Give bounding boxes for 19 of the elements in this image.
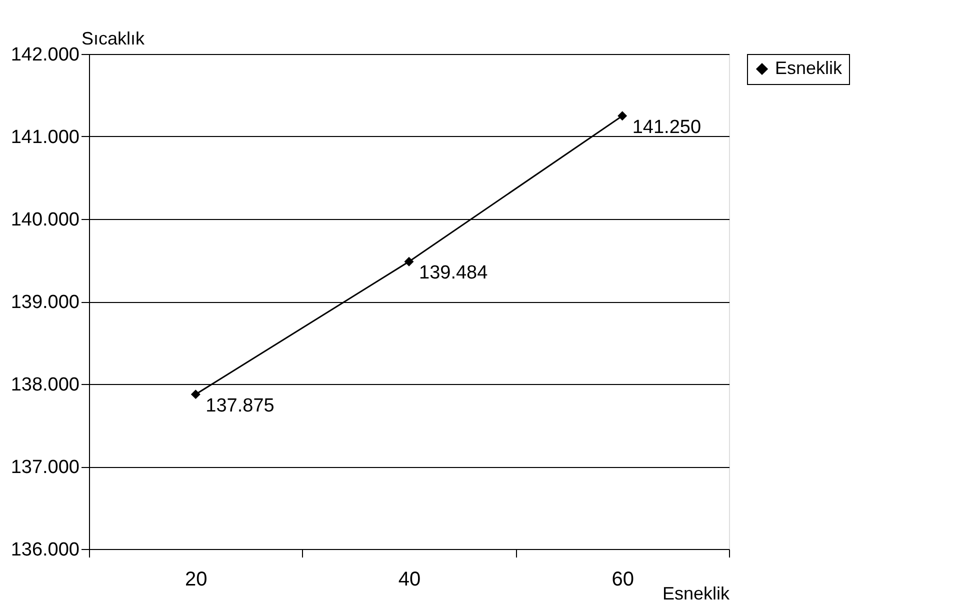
- point: [404, 256, 414, 266]
- data-label: 137.875: [206, 395, 274, 416]
- x-axis-title: Esneklik: [662, 584, 730, 602]
- y-tick-label: 142.000: [10, 44, 80, 66]
- x-tick-label: 20: [185, 568, 208, 590]
- data-label: 141.250: [632, 116, 702, 138]
- y-tick-label: 136.000: [10, 540, 80, 560]
- y-tick-label: 137.000: [10, 457, 80, 478]
- y-tick-label: 140.000: [10, 210, 80, 230]
- y-tick-label: 139.000: [10, 292, 80, 313]
- y-axis-title: Sıcaklık: [82, 28, 146, 48]
- x-tick-label: 40: [398, 568, 421, 590]
- point: [190, 390, 200, 400]
- data-label: 139.484: [419, 262, 488, 284]
- x-tick-label: 60: [612, 568, 634, 590]
- legend-label: Esneklik: [775, 58, 844, 78]
- y-tick-label: 138.000: [10, 374, 80, 396]
- y-tick-label: 141.000: [10, 127, 80, 148]
- point: [618, 111, 628, 121]
